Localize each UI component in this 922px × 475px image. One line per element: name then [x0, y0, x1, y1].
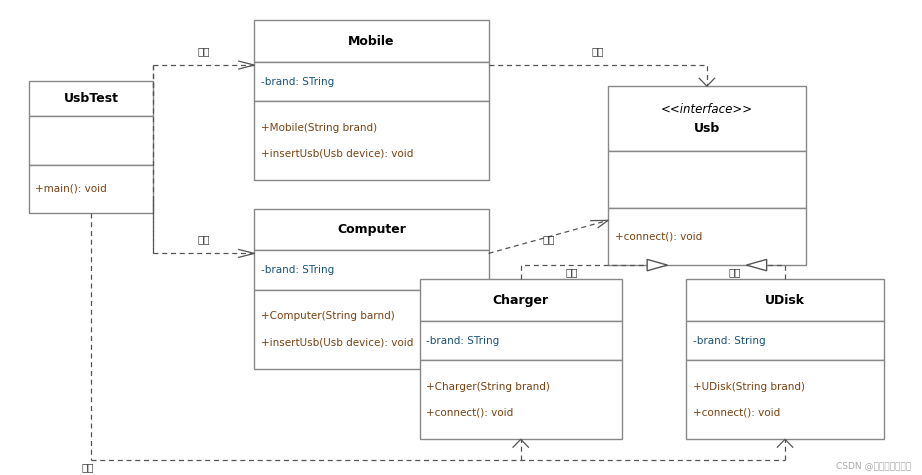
Bar	[29, 116, 153, 164]
Bar	[254, 20, 489, 62]
Text: +connect(): void: +connect(): void	[426, 408, 514, 418]
Text: +insertUsb(Usb device): void: +insertUsb(Usb device): void	[261, 337, 413, 347]
Bar	[420, 321, 621, 361]
Text: +connect(): void: +connect(): void	[614, 231, 702, 241]
Bar	[254, 62, 489, 101]
Bar	[254, 290, 489, 369]
Text: +Mobile(String brand): +Mobile(String brand)	[261, 123, 377, 133]
Text: CSDN @文文喜欢郑子吖: CSDN @文文喜欢郑子吖	[836, 461, 912, 470]
Bar	[29, 164, 153, 213]
Text: +main(): void: +main(): void	[35, 184, 107, 194]
Text: Usb: Usb	[693, 122, 720, 134]
Bar	[609, 151, 806, 208]
Text: Charger: Charger	[492, 294, 549, 306]
Text: -brand: STring: -brand: STring	[426, 335, 500, 346]
Text: 使用: 使用	[197, 234, 210, 244]
Bar	[420, 361, 621, 439]
Text: 使用: 使用	[197, 46, 210, 56]
Text: 使用: 使用	[592, 46, 604, 56]
Text: 实现: 实现	[565, 267, 577, 277]
Bar	[254, 101, 489, 180]
Bar	[29, 81, 153, 116]
Text: 实现: 实现	[728, 267, 740, 277]
Text: UsbTest: UsbTest	[64, 92, 119, 105]
Bar	[609, 208, 806, 265]
Text: UDisk: UDisk	[765, 294, 805, 306]
Bar	[420, 279, 621, 321]
Bar	[686, 279, 884, 321]
Text: -brand: STring: -brand: STring	[261, 76, 334, 86]
Text: +Charger(String brand): +Charger(String brand)	[426, 381, 550, 392]
Text: -brand: STring: -brand: STring	[261, 265, 334, 275]
Polygon shape	[647, 259, 668, 271]
Bar	[686, 321, 884, 361]
Text: +Computer(String barnd): +Computer(String barnd)	[261, 311, 395, 321]
Text: +connect(): void: +connect(): void	[692, 408, 780, 418]
Bar	[254, 250, 489, 290]
Bar	[686, 361, 884, 439]
Text: Mobile: Mobile	[349, 35, 395, 48]
Polygon shape	[747, 259, 766, 271]
Text: -brand: String: -brand: String	[692, 335, 765, 346]
Bar	[254, 209, 489, 250]
Bar	[609, 86, 806, 151]
Text: <<interface>>: <<interface>>	[661, 104, 753, 116]
Text: +insertUsb(Usb device): void: +insertUsb(Usb device): void	[261, 149, 413, 159]
Text: 使用: 使用	[82, 463, 94, 473]
Text: +UDisk(String brand): +UDisk(String brand)	[692, 381, 805, 392]
Text: 使用: 使用	[542, 234, 554, 244]
Text: Computer: Computer	[337, 223, 406, 236]
